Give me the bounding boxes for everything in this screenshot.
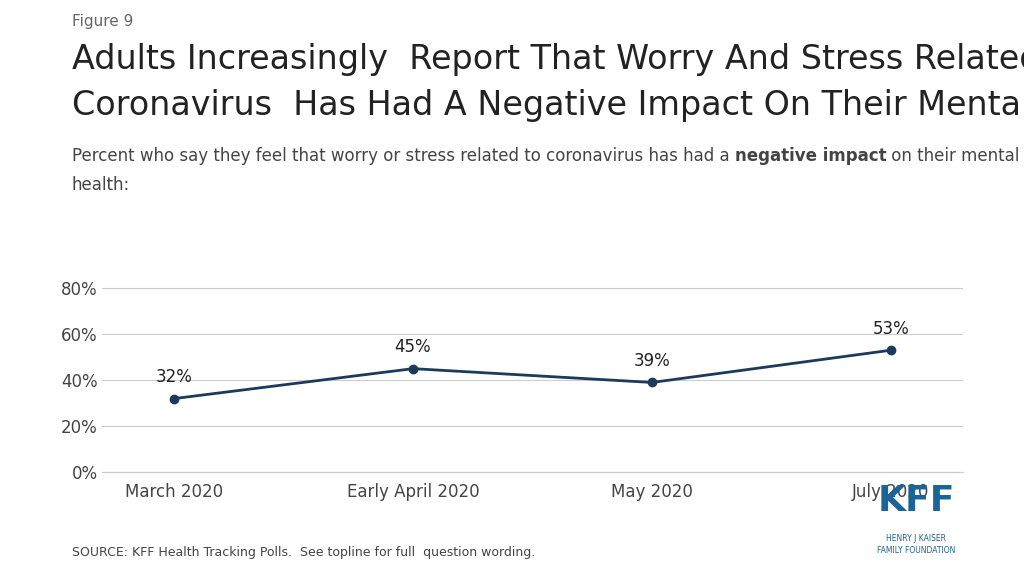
Text: 45%: 45% xyxy=(394,338,431,356)
Text: KFF: KFF xyxy=(878,484,955,518)
Text: 53%: 53% xyxy=(872,320,909,338)
Text: 39%: 39% xyxy=(634,352,671,370)
Text: on their mental: on their mental xyxy=(886,147,1020,165)
Text: 32%: 32% xyxy=(156,368,193,386)
Text: Adults Increasingly  Report That Worry And Stress Related To: Adults Increasingly Report That Worry An… xyxy=(72,43,1024,76)
Text: health:: health: xyxy=(72,176,130,194)
Text: SOURCE: KFF Health Tracking Polls.  See topline for full  question wording.: SOURCE: KFF Health Tracking Polls. See t… xyxy=(72,545,535,559)
Text: Coronavirus  Has Had A Negative Impact On Their Mental Health: Coronavirus Has Had A Negative Impact On… xyxy=(72,89,1024,122)
Text: Figure 9: Figure 9 xyxy=(72,14,133,29)
Text: Percent who say they feel that worry or stress related to coronavirus has had a: Percent who say they feel that worry or … xyxy=(72,147,734,165)
Text: negative impact: negative impact xyxy=(734,147,886,165)
Text: HENRY J KAISER
FAMILY FOUNDATION: HENRY J KAISER FAMILY FOUNDATION xyxy=(878,533,955,555)
